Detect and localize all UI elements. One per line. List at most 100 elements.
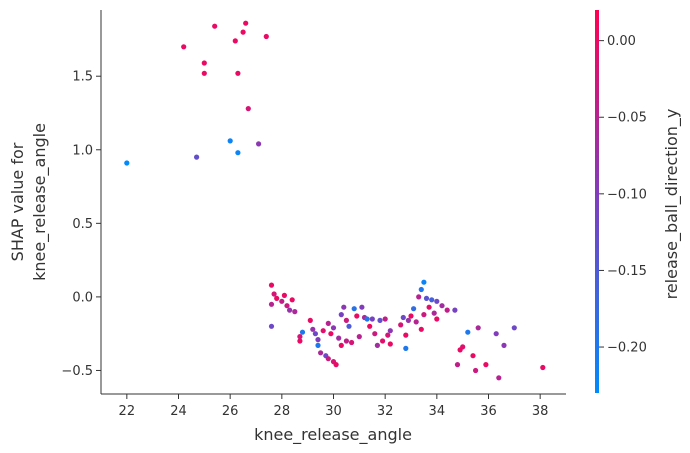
scatter-point bbox=[405, 317, 411, 323]
scatter-point bbox=[284, 303, 290, 309]
scatter-point bbox=[377, 317, 383, 323]
scatter-point bbox=[299, 329, 306, 335]
scatter-point bbox=[328, 331, 334, 337]
scatter-point bbox=[289, 297, 295, 303]
y-tick-label: 0.5 bbox=[72, 217, 93, 232]
scatter-point bbox=[426, 304, 432, 310]
colorbar-tick-label: −0.10 bbox=[607, 187, 647, 202]
colorbar-label: release_ball_direction_y bbox=[662, 109, 682, 300]
scatter-point bbox=[232, 38, 238, 44]
scatter-point bbox=[235, 150, 241, 156]
colorbar-tick-label: −0.20 bbox=[607, 341, 647, 356]
scatter-point bbox=[403, 345, 409, 351]
scatter-point bbox=[268, 282, 275, 288]
y-tick-label: 1.0 bbox=[72, 143, 93, 158]
scatter-point bbox=[511, 325, 517, 331]
scatter-point bbox=[403, 332, 409, 338]
scatter-point bbox=[408, 313, 414, 319]
scatter-point bbox=[271, 291, 277, 297]
scatter-point bbox=[346, 323, 352, 329]
scatter-point bbox=[201, 60, 207, 66]
scatter-point bbox=[243, 20, 249, 26]
scatter-point bbox=[421, 279, 427, 285]
scatter-point bbox=[268, 323, 275, 329]
scatter-point bbox=[263, 33, 269, 40]
scatter-point bbox=[470, 353, 476, 359]
scatter-point bbox=[444, 307, 450, 313]
scatter-point bbox=[279, 298, 285, 304]
scatter-point bbox=[268, 301, 275, 307]
scatter-point bbox=[297, 338, 303, 344]
x-tick-label: 30 bbox=[325, 404, 342, 419]
scatter-point bbox=[434, 298, 440, 304]
scatter-point bbox=[356, 334, 362, 340]
scatter-point bbox=[124, 160, 130, 166]
scatter-point bbox=[343, 317, 349, 323]
scatter-point bbox=[382, 316, 388, 322]
scatter-point bbox=[387, 341, 393, 347]
colorbar-tick-label: −0.15 bbox=[607, 264, 647, 279]
x-tick-label: 24 bbox=[170, 404, 187, 419]
y-tick-label: 1.5 bbox=[72, 70, 93, 85]
scatter-point bbox=[483, 362, 489, 368]
scatter-point bbox=[439, 303, 445, 309]
x-tick-label: 22 bbox=[119, 404, 136, 419]
scatter-point bbox=[367, 323, 373, 329]
scatter-point bbox=[235, 70, 241, 76]
scatter-point bbox=[194, 154, 200, 160]
scatter-point bbox=[245, 106, 251, 112]
y-axis-label-line-2: knee_release_angle bbox=[30, 123, 50, 281]
scatter-point bbox=[364, 316, 370, 322]
scatter-point bbox=[475, 325, 481, 331]
scatter-point bbox=[416, 294, 422, 300]
scatter-points bbox=[124, 20, 546, 381]
scatter-point bbox=[493, 331, 499, 337]
scatter-point bbox=[181, 44, 187, 50]
colorbar-tick-label: 0.00 bbox=[607, 34, 636, 49]
y-tick-label: −0.5 bbox=[61, 364, 93, 379]
scatter-point bbox=[336, 335, 342, 341]
scatter-point bbox=[421, 312, 427, 318]
x-tick-label: 26 bbox=[222, 404, 239, 419]
scatter-point bbox=[274, 295, 280, 301]
scatter-point bbox=[212, 23, 218, 29]
y-tick-label: 0.0 bbox=[72, 290, 93, 305]
scatter-point bbox=[310, 326, 316, 332]
scatter-point bbox=[473, 367, 479, 374]
scatter-point bbox=[343, 338, 349, 344]
scatter-point bbox=[338, 342, 344, 348]
scatter-point bbox=[338, 312, 344, 318]
scatter-point bbox=[398, 322, 404, 328]
x-tick-label: 28 bbox=[274, 404, 291, 419]
colorbar-ticks: 0.00 −0.05 −0.10 −0.15 −0.20 bbox=[599, 34, 647, 356]
scatter-point bbox=[341, 304, 347, 310]
y-axis-label-line-1: SHAP value for bbox=[8, 142, 27, 261]
scatter-point bbox=[201, 70, 207, 76]
scatter-point bbox=[354, 313, 360, 319]
scatter-point bbox=[312, 331, 318, 337]
scatter-point bbox=[359, 304, 365, 310]
scatter-point bbox=[385, 332, 391, 338]
colorbar bbox=[595, 10, 599, 393]
scatter-point bbox=[349, 339, 355, 346]
scatter-point bbox=[315, 342, 321, 348]
x-tick-label: 32 bbox=[377, 404, 394, 419]
x-tick-label: 38 bbox=[532, 404, 549, 419]
scatter-point bbox=[540, 364, 546, 371]
scatter-point bbox=[320, 328, 326, 334]
scatter-point bbox=[292, 309, 298, 315]
x-axis-label: knee_release_angle bbox=[254, 425, 412, 445]
scatter-point bbox=[429, 297, 435, 303]
scatter-point bbox=[380, 338, 386, 344]
scatter-point bbox=[372, 331, 378, 337]
scatter-point bbox=[297, 334, 303, 340]
scatter-point bbox=[330, 325, 337, 331]
scatter-point bbox=[240, 29, 246, 35]
colorbar-label-group: release_ball_direction_y bbox=[662, 109, 682, 300]
scatter-point bbox=[434, 316, 440, 322]
y-axis-ticks: −0.5 0.0 0.5 1.0 1.5 bbox=[61, 70, 101, 379]
scatter-point bbox=[325, 320, 331, 326]
x-axis-ticks: 22 24 26 28 30 32 34 36 38 bbox=[119, 394, 549, 419]
y-axis-label-2-group: knee_release_angle bbox=[30, 123, 50, 281]
